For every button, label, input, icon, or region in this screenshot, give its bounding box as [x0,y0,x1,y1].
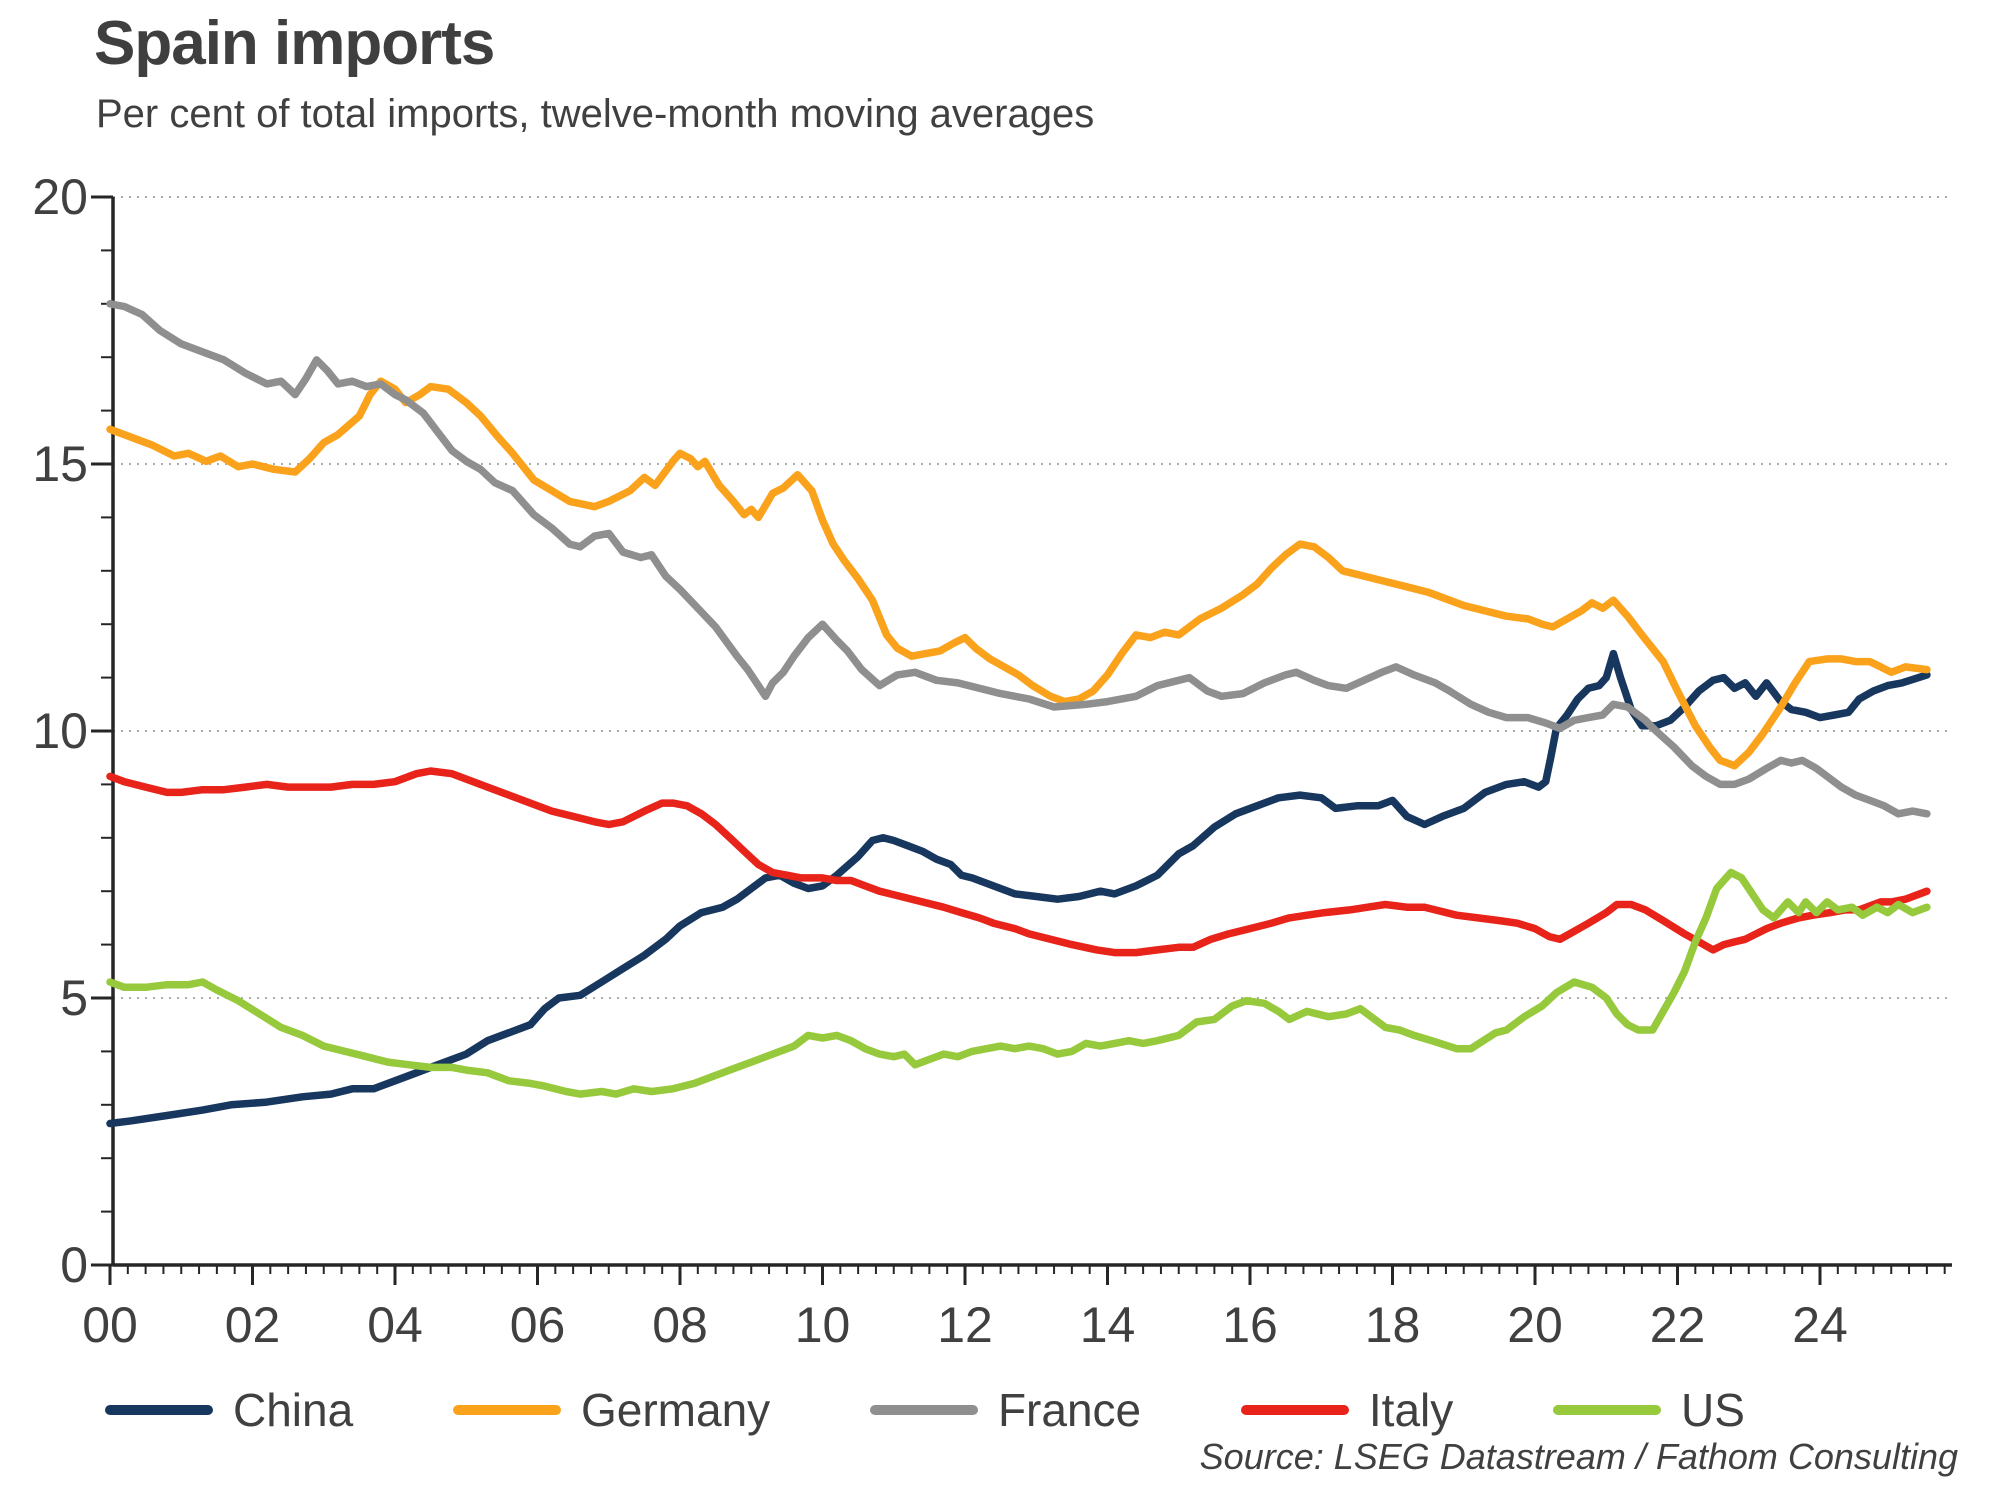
legend-label-france: France [997,1384,1142,1436]
series-line-china [106,649,1931,1128]
y-tick-label-0: 0 [60,1237,88,1293]
source-note: Source: LSEG Datastream / Fathom Consult… [1199,1436,1958,1477]
x-tick-label-18: 18 [1365,1297,1421,1353]
legend-label-china: China [233,1384,354,1436]
legend-label-italy: Italy [1368,1384,1454,1436]
x-tick-label-20: 20 [1507,1297,1563,1353]
series-line-germany [106,377,1931,770]
legend-swatch-italy [1240,1405,1349,1415]
legend-item-us: US [1553,1383,1745,1437]
x-tick-label-06: 06 [510,1297,566,1353]
chart-subtitle: Per cent of total imports, twelve-month … [96,92,1095,136]
x-tick-label-00: 00 [82,1297,138,1353]
series-line-france [106,300,1931,818]
series-line-us [106,868,1931,1098]
legend-swatch-germany [452,1405,561,1415]
series-line-italy [106,767,1931,957]
chart-title: Spain imports [94,9,495,78]
x-tick-label-22: 22 [1650,1297,1706,1353]
y-tick-label-20: 20 [32,169,88,225]
legend-item-china: China [105,1383,353,1437]
legend-label-germany: Germany [580,1384,771,1436]
y-tick-label-10: 10 [32,703,88,759]
legend-swatch-us [1553,1405,1662,1415]
x-tick-label-14: 14 [1080,1297,1136,1353]
x-tick-label-24: 24 [1792,1297,1848,1353]
x-tick-label-08: 08 [652,1297,708,1353]
legend-label-us: US [1681,1384,1745,1436]
y-tick-label-5: 5 [60,970,88,1026]
legend-item-germany: Germany [452,1383,771,1437]
legend-swatch-france [869,1405,978,1415]
legend-item-france: France [869,1383,1142,1437]
y-tick-label-15: 15 [32,436,88,492]
x-tick-label-12: 12 [937,1297,993,1353]
x-tick-label-02: 02 [225,1297,281,1353]
x-tick-label-16: 16 [1222,1297,1278,1353]
x-tick-label-04: 04 [367,1297,423,1353]
legend-swatch-china [105,1405,213,1415]
legend: China Germany France Italy US [105,1383,1745,1437]
legend-item-italy: Italy [1240,1383,1454,1437]
x-tick-label-10: 10 [795,1297,851,1353]
